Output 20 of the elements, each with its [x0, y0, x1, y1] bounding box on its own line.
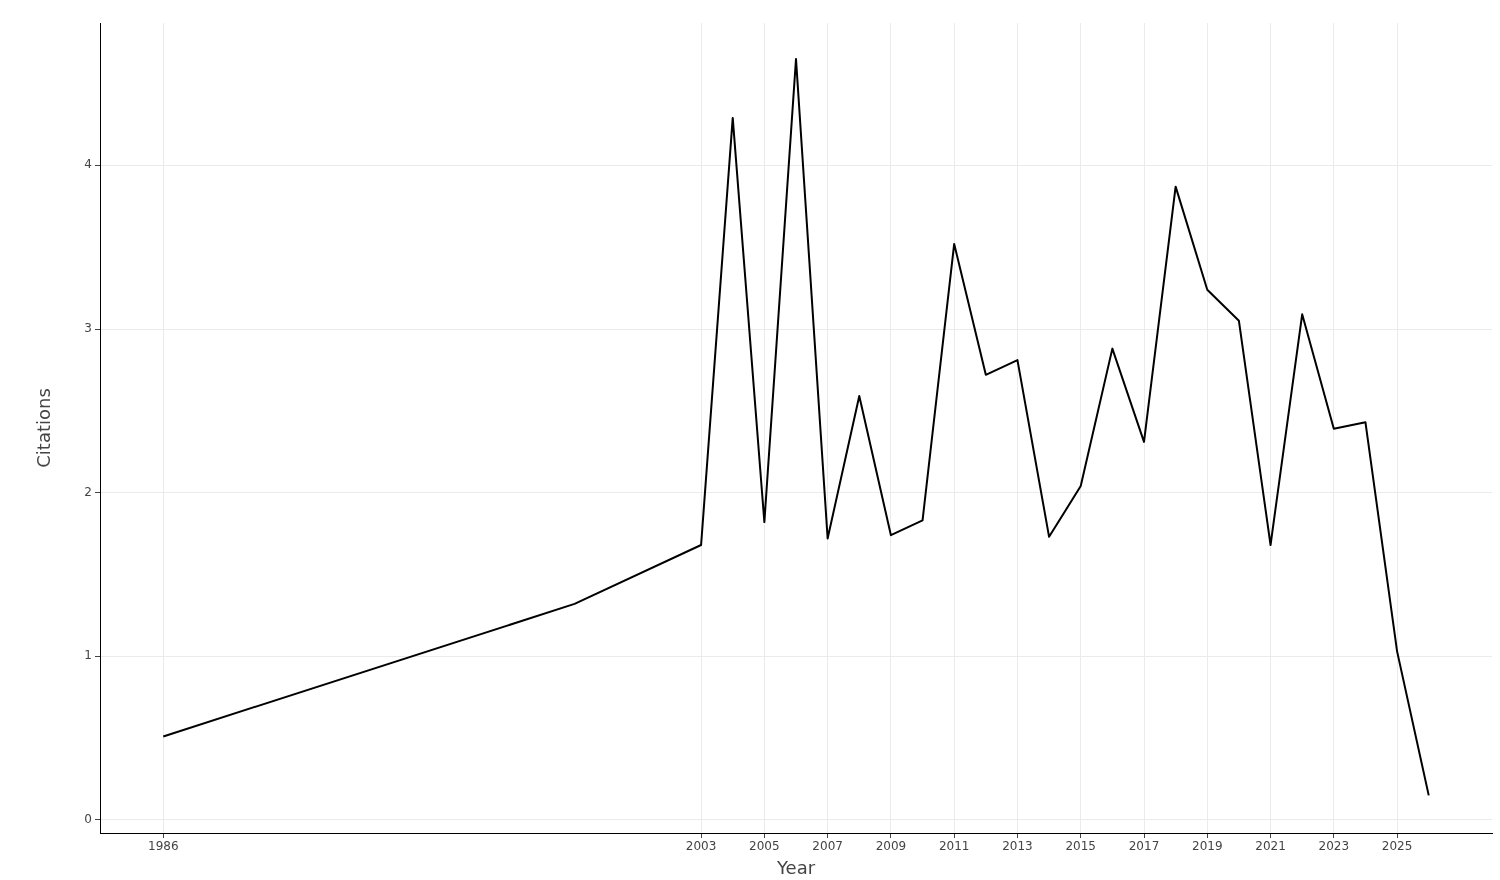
x-tick-label: 2021: [1255, 839, 1286, 854]
x-tick-label: 2015: [1065, 839, 1096, 854]
x-tick-label: 2009: [875, 839, 907, 854]
y-tick-label: 0: [84, 812, 92, 827]
x-tick-label: 2017: [1128, 839, 1160, 854]
x-tick-label: 1986: [148, 839, 179, 854]
x-tick-label: 2023: [1318, 839, 1350, 854]
x-tick-label: 2007: [812, 839, 843, 854]
x-tick-label: 2019: [1192, 839, 1223, 854]
y-tick-label: 3: [84, 321, 92, 336]
x-tick-label: 2013: [1002, 839, 1033, 854]
x-tick-label: 2011: [938, 839, 970, 854]
y-tick-label: 4: [84, 157, 92, 172]
x-axis-title: Year: [775, 856, 816, 878]
y-tick-label: 1: [84, 648, 92, 663]
x-tick-label: 2003: [685, 839, 717, 854]
x-tick-label: 2005: [749, 839, 780, 854]
x-tick-label: 2025: [1381, 839, 1413, 854]
y-axis-title: Citations: [33, 388, 55, 468]
y-tick-label: 2: [84, 484, 92, 499]
